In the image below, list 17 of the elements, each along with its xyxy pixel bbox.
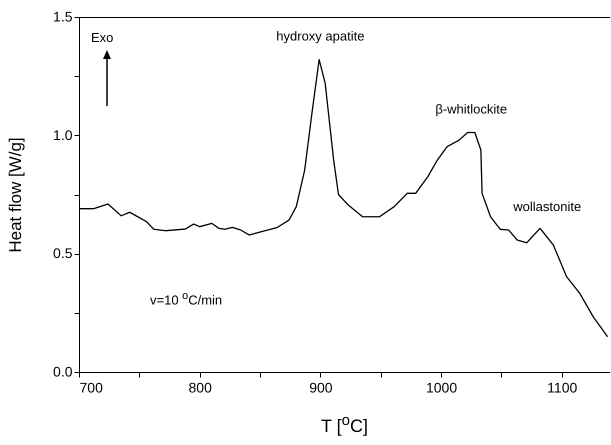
x-tick-label: 800 bbox=[188, 380, 212, 396]
y-tick-label: 0.0 bbox=[53, 364, 73, 380]
x-tick-label: 1000 bbox=[426, 380, 458, 396]
x-tick-label: 700 bbox=[80, 380, 104, 396]
annotation: β-whitlockite bbox=[435, 101, 508, 116]
x-tick-label: 1100 bbox=[547, 380, 578, 396]
y-axis-title: Heat flow [W/g] bbox=[6, 136, 26, 252]
line-series bbox=[78, 58, 608, 338]
x-tick-label: 900 bbox=[309, 380, 333, 396]
y-tick-label: 1.5 bbox=[53, 8, 73, 24]
y-tick-label: 0.5 bbox=[53, 245, 73, 262]
annotation: Exo bbox=[91, 30, 114, 45]
x-axis-title: T [$^{o}$C] bbox=[320, 412, 368, 437]
annotation: hydroxy apatite bbox=[276, 28, 364, 44]
annotation: v=10 $^{o}$C/min bbox=[150, 290, 222, 308]
y-tick-label: 1.0 bbox=[53, 126, 73, 143]
annotation: wollastonite bbox=[512, 199, 582, 214]
